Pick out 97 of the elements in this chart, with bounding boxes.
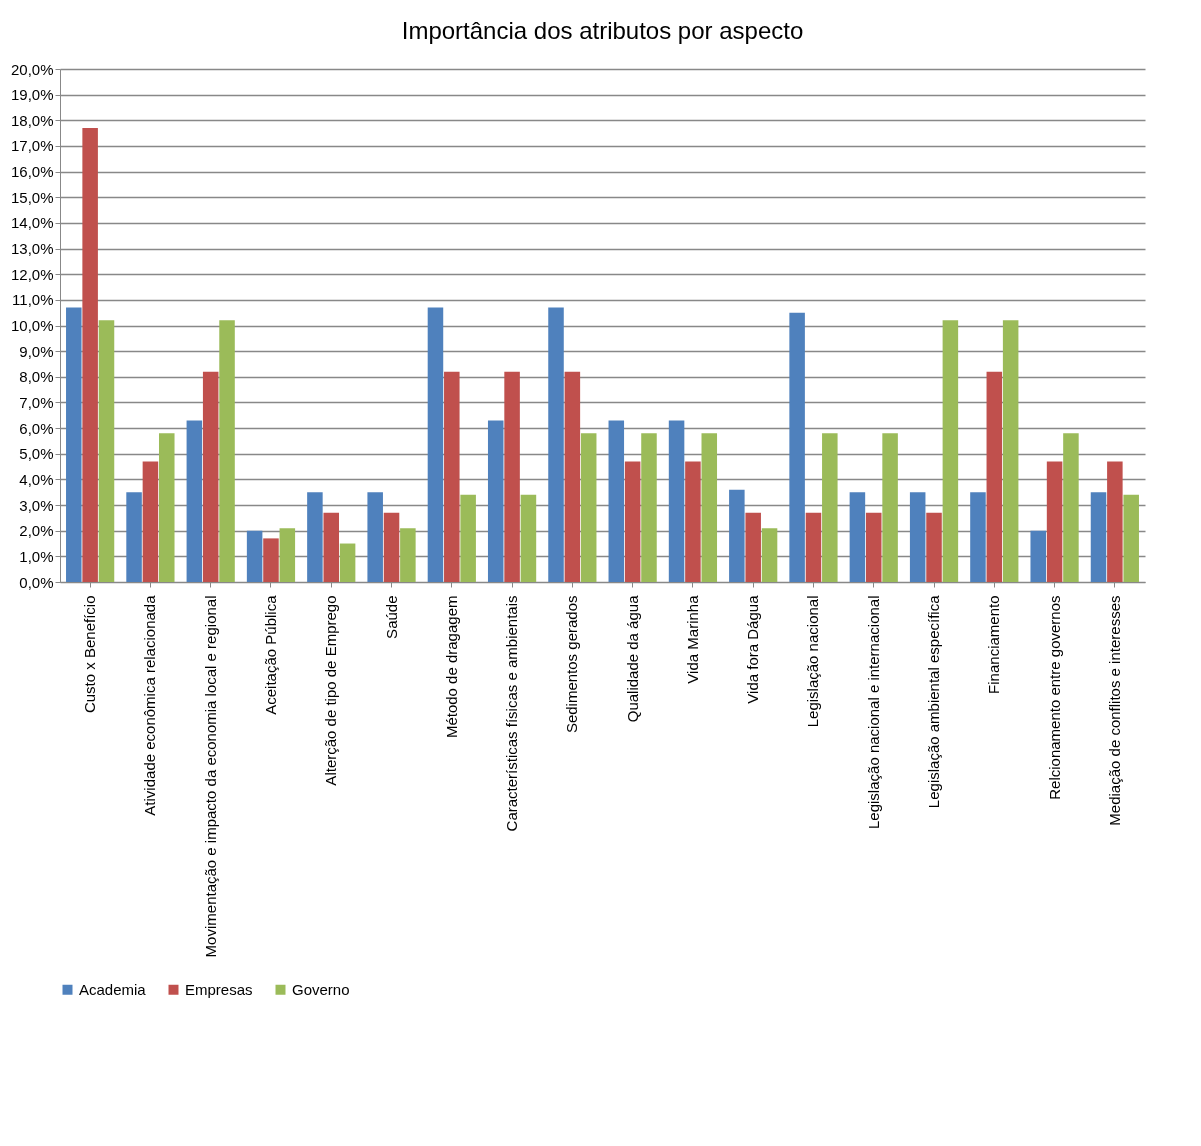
bar <box>685 461 701 582</box>
legend-label: Governo <box>292 980 350 998</box>
y-tick-label: 20,0% <box>10 60 54 78</box>
bar <box>159 433 175 582</box>
bar <box>246 530 263 582</box>
x-tick-label: Atividade econômica relacionada <box>141 594 159 816</box>
bar <box>460 494 476 582</box>
x-tick-label: Características físicas e ambientais <box>503 595 521 832</box>
x-tick-label: Financiamento <box>985 595 1003 694</box>
y-tick-label: 13,0% <box>10 240 54 258</box>
y-tick-label: 2,0% <box>19 522 54 540</box>
bar <box>383 512 400 582</box>
y-tick-label: 10,0% <box>10 317 54 334</box>
bar <box>487 420 504 582</box>
y-tick-label: 11,0% <box>12 291 54 309</box>
x-tick-label: Legislação ambiental específica <box>925 594 943 809</box>
x-tick-label: Movimentação e impacto da economia local e regional <box>201 595 219 958</box>
y-tick-label: 19,0% <box>10 86 54 104</box>
bar <box>608 420 625 582</box>
bar <box>444 371 460 582</box>
x-tick-label: Relcionamento entre governos <box>1045 595 1063 800</box>
x-tick-label: Método de dragagem <box>442 595 460 739</box>
y-tick-label: 1,0% <box>19 547 54 565</box>
y-tick-label: 15,0% <box>10 188 54 206</box>
x-tick-label: Mediação de conflitos e interesses <box>1105 595 1123 826</box>
y-tick-label: 17,0% <box>10 137 54 155</box>
bar <box>926 512 942 582</box>
bar <box>400 528 416 582</box>
x-tick-label: Sedimentos gerados <box>563 595 581 734</box>
x-tick-label: Aceitação Pública <box>261 594 279 715</box>
bar <box>1063 433 1079 582</box>
y-tick-label: 12,0% <box>10 265 54 283</box>
y-tick-label: 8,0% <box>19 368 54 386</box>
bar <box>82 128 98 582</box>
bar <box>142 461 159 582</box>
bar <box>942 320 959 582</box>
bar <box>745 512 761 582</box>
bar <box>520 494 537 582</box>
bar <box>849 492 866 582</box>
x-tick-label: Alterção de tipo de Emprego <box>322 595 340 786</box>
bar <box>668 420 685 582</box>
x-tick-label: Custo x Benefício <box>81 595 99 714</box>
bar <box>263 538 279 582</box>
y-tick-label: 7,0% <box>19 393 54 411</box>
x-tick-label: Vida fora Dágua <box>744 594 762 704</box>
y-tick-label: 4,0% <box>19 470 54 488</box>
bar <box>701 433 718 582</box>
bar <box>126 492 142 582</box>
bar <box>564 371 581 582</box>
bar <box>641 433 657 582</box>
bar <box>323 512 340 582</box>
bar <box>1123 494 1139 582</box>
bar <box>279 528 296 582</box>
bar <box>882 433 898 582</box>
bar <box>580 433 597 582</box>
bar <box>970 492 986 582</box>
bar <box>307 492 323 582</box>
bar <box>66 307 82 582</box>
bar <box>186 420 203 582</box>
y-tick-label: 16,0% <box>10 163 54 181</box>
bar <box>504 371 520 582</box>
bar <box>427 307 444 582</box>
bar <box>339 543 356 582</box>
x-tick-label: Qualidade da água <box>623 594 641 723</box>
bar <box>986 371 1003 582</box>
x-tick-label: Legislação nacional e internacional <box>864 595 882 829</box>
bar <box>1002 320 1019 582</box>
bar <box>367 492 383 582</box>
bar <box>548 307 564 582</box>
legend-label: Academia <box>79 980 147 998</box>
bar <box>822 433 838 582</box>
bar <box>1046 461 1063 582</box>
bar <box>202 371 219 582</box>
bar <box>1030 530 1046 582</box>
y-tick-label: 3,0% <box>19 496 54 514</box>
bar <box>865 512 882 582</box>
y-tick-label: 18,0% <box>10 111 54 129</box>
bar <box>1090 492 1107 582</box>
y-tick-label: 0,0% <box>19 573 54 591</box>
x-tick-label: Vida Marinha <box>683 594 701 684</box>
bar <box>219 320 235 582</box>
chart-title: Importância dos atributos por aspecto <box>401 17 804 44</box>
bar <box>909 492 926 582</box>
y-tick-label: 9,0% <box>19 342 54 360</box>
x-tick-label: Saúde <box>382 595 400 639</box>
bar <box>789 312 805 582</box>
legend-label: Empresas <box>185 980 253 998</box>
bar <box>98 320 115 582</box>
y-tick-label: 14,0% <box>10 214 54 232</box>
bar <box>729 489 745 582</box>
bar <box>805 512 822 582</box>
bar <box>624 461 641 582</box>
x-tick-label: Legislação nacional <box>804 595 822 728</box>
bar <box>1107 461 1123 582</box>
y-tick-label: 5,0% <box>19 445 54 463</box>
y-tick-label: 6,0% <box>19 419 54 437</box>
bar <box>761 528 778 582</box>
